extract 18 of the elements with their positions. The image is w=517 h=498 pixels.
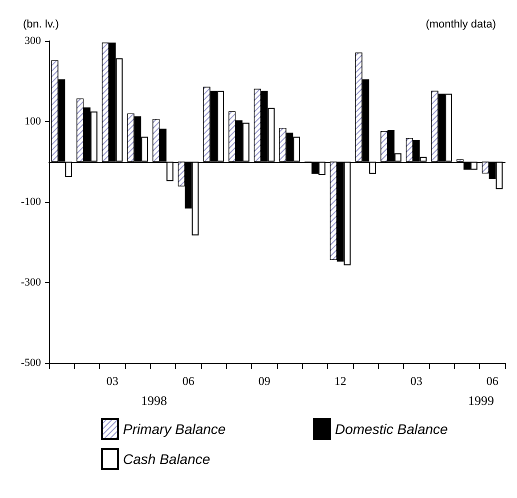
text: 1999 bbox=[468, 393, 494, 408]
y-tick-label: 100 bbox=[24, 116, 42, 128]
legend-label: Cash Balance bbox=[123, 451, 210, 467]
y-axis-title: (bn. lv.) bbox=[23, 18, 59, 30]
y-tick-label: -500 bbox=[20, 357, 42, 369]
legend-label: Primary Balance bbox=[123, 421, 226, 437]
x-tick-label: 09 bbox=[258, 374, 270, 388]
x-tick-label: 06 bbox=[486, 374, 498, 388]
text: (monthly data) bbox=[426, 18, 496, 30]
y-tick-label: 300 bbox=[24, 35, 42, 47]
x-tick-label: 06 bbox=[182, 374, 194, 388]
legend-label: Domestic Balance bbox=[335, 421, 448, 437]
text: 1998 bbox=[141, 393, 167, 408]
x-tick-label: 03 bbox=[410, 374, 422, 388]
y-tick-label: -300 bbox=[20, 276, 42, 288]
x-tick-label: 12 bbox=[334, 374, 346, 388]
y-tick-label: -100 bbox=[20, 196, 42, 208]
x-tick-label: 03 bbox=[106, 374, 118, 388]
